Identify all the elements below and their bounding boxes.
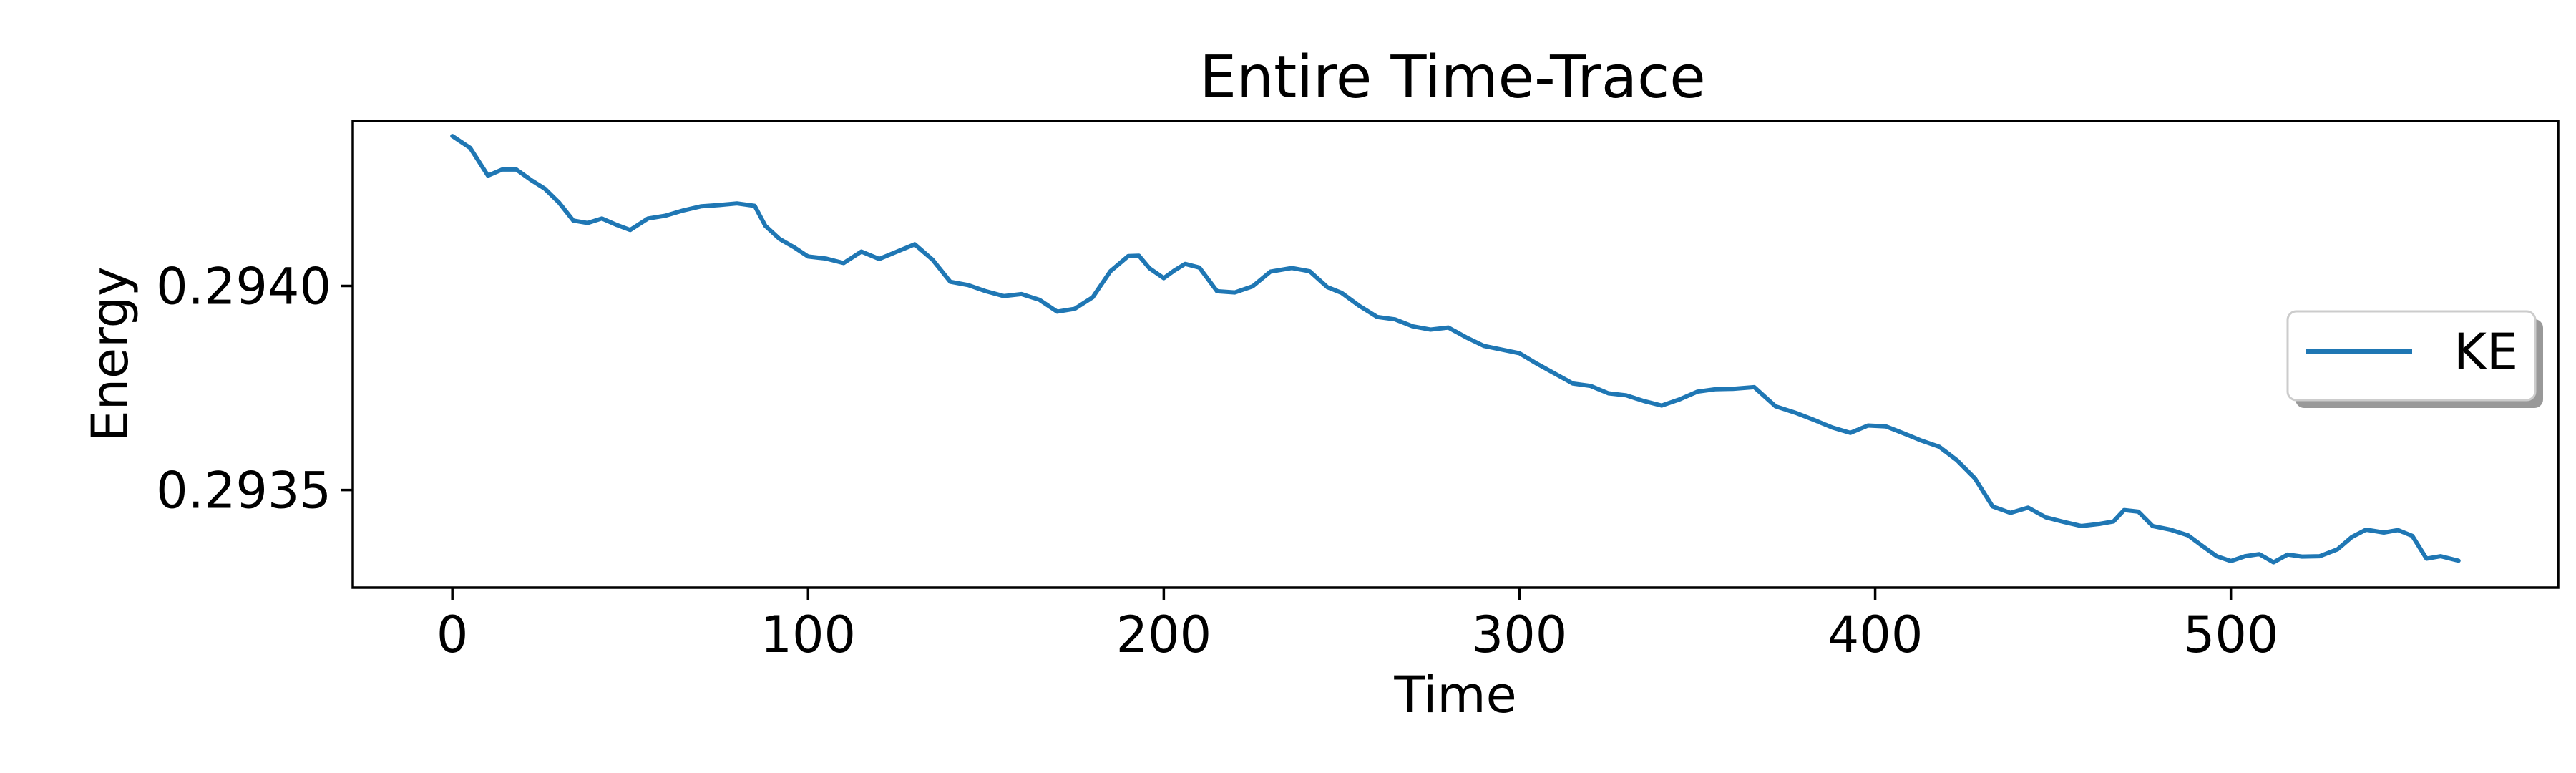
y-tick-label: 0.2935 [156, 462, 331, 520]
plot-frame [351, 120, 2560, 589]
x-tick-label: 0 [436, 606, 469, 664]
x-tick-label: 300 [1472, 606, 1568, 664]
legend: KE [2286, 310, 2543, 408]
series-line-ke [450, 134, 2461, 565]
x-axis-label: Time [1393, 666, 1516, 724]
x-tick-label: 200 [1116, 606, 1212, 664]
x-tick-label: 500 [2183, 606, 2279, 664]
x-tick-label: 400 [1828, 606, 1923, 664]
x-tick-label: 100 [760, 606, 856, 664]
chart-title: Entire Time-Trace [1199, 44, 1705, 112]
legend-box [2286, 310, 2537, 402]
y-axis-label: Energy [81, 266, 140, 442]
axis-ticks: 0 100 200 300 400 500 0.2935 0.2940 [156, 257, 2278, 664]
legend-label: KE [2454, 323, 2518, 381]
y-tick-label: 0.2940 [156, 257, 331, 316]
plot-series [450, 134, 2461, 565]
